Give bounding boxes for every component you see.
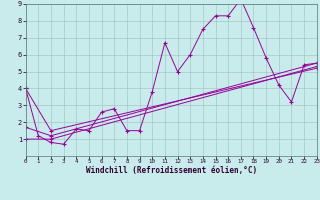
X-axis label: Windchill (Refroidissement éolien,°C): Windchill (Refroidissement éolien,°C) [86, 166, 257, 175]
